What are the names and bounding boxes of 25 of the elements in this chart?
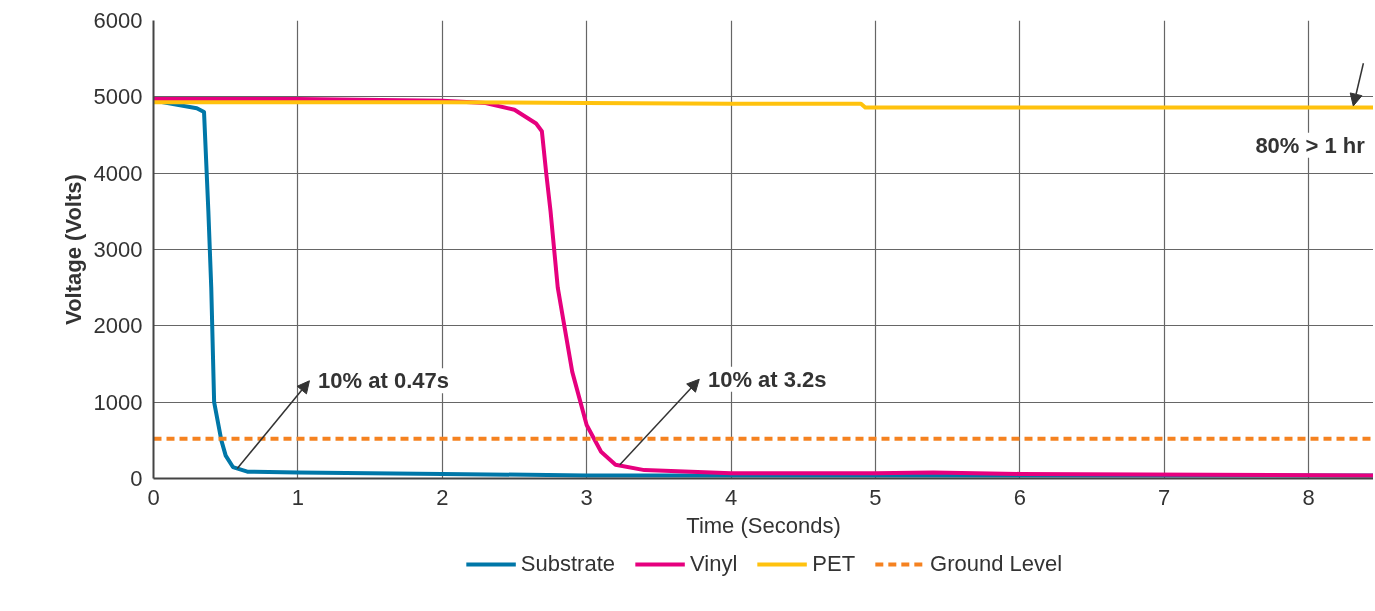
x-tick-label: 3 (580, 484, 593, 510)
annotation: 10% at 0.47s (318, 368, 449, 394)
x-tick-label: 6 (1013, 484, 1026, 510)
y-tick-label: 3000 (93, 237, 143, 262)
x-tick-label: 1 (291, 484, 305, 510)
annotation: 80% > 1 hr (1255, 132, 1366, 158)
y-tick-label: 5000 (93, 84, 143, 110)
x-tick-label: 7 (1158, 484, 1171, 510)
y-tick-label: 1000 (93, 389, 143, 415)
x-axis-title: Time (Seconds) (686, 512, 841, 538)
x-tick-label: 8 (1302, 484, 1315, 510)
x-tick-label: 5 (869, 484, 882, 510)
legend-label: PET (812, 551, 856, 577)
y-tick-label: 0 (130, 466, 143, 491)
x-tick-label: 4 (724, 484, 738, 510)
legend-label: Ground Level (930, 551, 1063, 577)
y-tick-label: 2000 (93, 313, 143, 339)
annotation: 10% at 3.2s (707, 366, 827, 392)
y-tick-label: 4000 (93, 160, 143, 186)
legend-label: Substrate (520, 551, 615, 577)
x-tick-label: 2 (436, 484, 449, 510)
y-axis-title: Voltage (Volts) (60, 174, 86, 325)
y-tick-label: 6000 (93, 8, 143, 33)
x-tick-label: 0 (147, 484, 160, 510)
legend-label: Vinyl (689, 551, 738, 577)
